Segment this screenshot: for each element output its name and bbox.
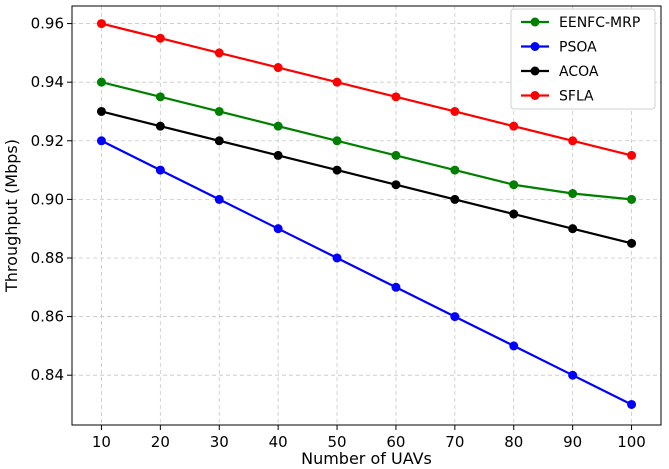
legend-swatch-marker xyxy=(530,17,540,27)
data-point xyxy=(568,136,578,146)
legend: EENFC-MRP PSOA ACOA SFLA xyxy=(510,8,656,110)
data-point xyxy=(273,121,283,131)
series-eenfc-mrp xyxy=(96,77,637,204)
data-point xyxy=(96,19,106,29)
x-tick-label: 10 xyxy=(92,433,111,451)
data-point xyxy=(155,165,165,175)
data-point xyxy=(450,165,460,175)
data-point xyxy=(391,180,401,190)
data-point xyxy=(214,48,224,58)
data-point xyxy=(450,106,460,116)
data-point xyxy=(391,282,401,292)
data-point xyxy=(273,224,283,234)
data-point xyxy=(96,136,106,146)
data-point xyxy=(96,106,106,116)
series-line xyxy=(100,139,633,406)
data-point xyxy=(627,150,637,160)
x-tick-label: 20 xyxy=(151,433,170,451)
data-point xyxy=(627,194,637,204)
data-point xyxy=(332,253,342,263)
y-tick-label: 0.86 xyxy=(31,308,64,326)
y-axis-title: Throughput (Mbps) xyxy=(2,139,21,293)
data-point xyxy=(332,136,342,146)
series-sfla xyxy=(96,19,637,160)
legend-swatch-marker xyxy=(530,42,540,51)
data-point xyxy=(214,194,224,204)
data-point xyxy=(155,92,165,102)
grid xyxy=(72,6,661,425)
data-point xyxy=(332,77,342,87)
series-psoa xyxy=(96,136,637,409)
x-tick-label: 30 xyxy=(210,433,229,451)
data-point xyxy=(568,189,578,199)
x-tick-label: 60 xyxy=(386,433,405,451)
legend-swatch-marker xyxy=(530,91,540,100)
legend-label: SFLA xyxy=(559,89,594,105)
series-acoa xyxy=(96,106,637,248)
data-point xyxy=(568,370,578,380)
legend-label: PSOA xyxy=(559,40,597,56)
x-tick-label: 90 xyxy=(563,433,582,451)
legend-label: ACOA xyxy=(559,64,599,80)
x-axis-title: Number of UAVs xyxy=(301,449,432,468)
data-point xyxy=(450,312,460,322)
data-point xyxy=(509,180,519,190)
y-tick-label: 0.90 xyxy=(31,190,64,208)
data-point xyxy=(391,92,401,102)
x-tick-label: 40 xyxy=(269,433,288,451)
x-axis-ticks: 10 20 30 40 50 60 70 80 90 100 xyxy=(92,425,646,451)
x-tick-label: 100 xyxy=(617,433,646,451)
data-point xyxy=(509,341,519,351)
y-tick-label: 0.84 xyxy=(31,366,64,384)
data-point xyxy=(273,63,283,73)
data-point xyxy=(509,209,519,219)
plot-frame xyxy=(71,5,662,426)
y-axis-ticks: 0.84 0.86 0.88 0.90 0.92 0.94 0.96 xyxy=(31,15,72,384)
data-point xyxy=(214,136,224,146)
x-tick-label: 50 xyxy=(328,433,347,451)
data-point xyxy=(155,121,165,131)
legend-box xyxy=(510,8,656,110)
x-tick-label: 70 xyxy=(445,433,464,451)
series-line xyxy=(101,22,632,157)
series-layer xyxy=(96,19,637,409)
data-point xyxy=(96,77,106,87)
legend-label: EENFC-MRP xyxy=(559,15,640,31)
legend-swatch-marker xyxy=(530,66,540,76)
data-point xyxy=(332,165,342,175)
y-tick-label: 0.92 xyxy=(31,132,64,150)
data-point xyxy=(155,33,165,43)
y-tick-label: 0.88 xyxy=(31,249,64,267)
series-line xyxy=(101,81,632,201)
data-point xyxy=(627,399,637,409)
y-tick-label: 0.94 xyxy=(31,73,64,91)
data-point xyxy=(214,106,224,116)
series-line xyxy=(101,110,632,245)
y-tick-label: 0.96 xyxy=(31,15,64,33)
data-point xyxy=(509,121,519,131)
data-point xyxy=(391,150,401,160)
data-point xyxy=(568,224,578,234)
data-point xyxy=(273,150,283,160)
x-tick-label: 80 xyxy=(504,433,523,451)
data-point xyxy=(627,238,637,248)
data-point xyxy=(450,194,460,204)
